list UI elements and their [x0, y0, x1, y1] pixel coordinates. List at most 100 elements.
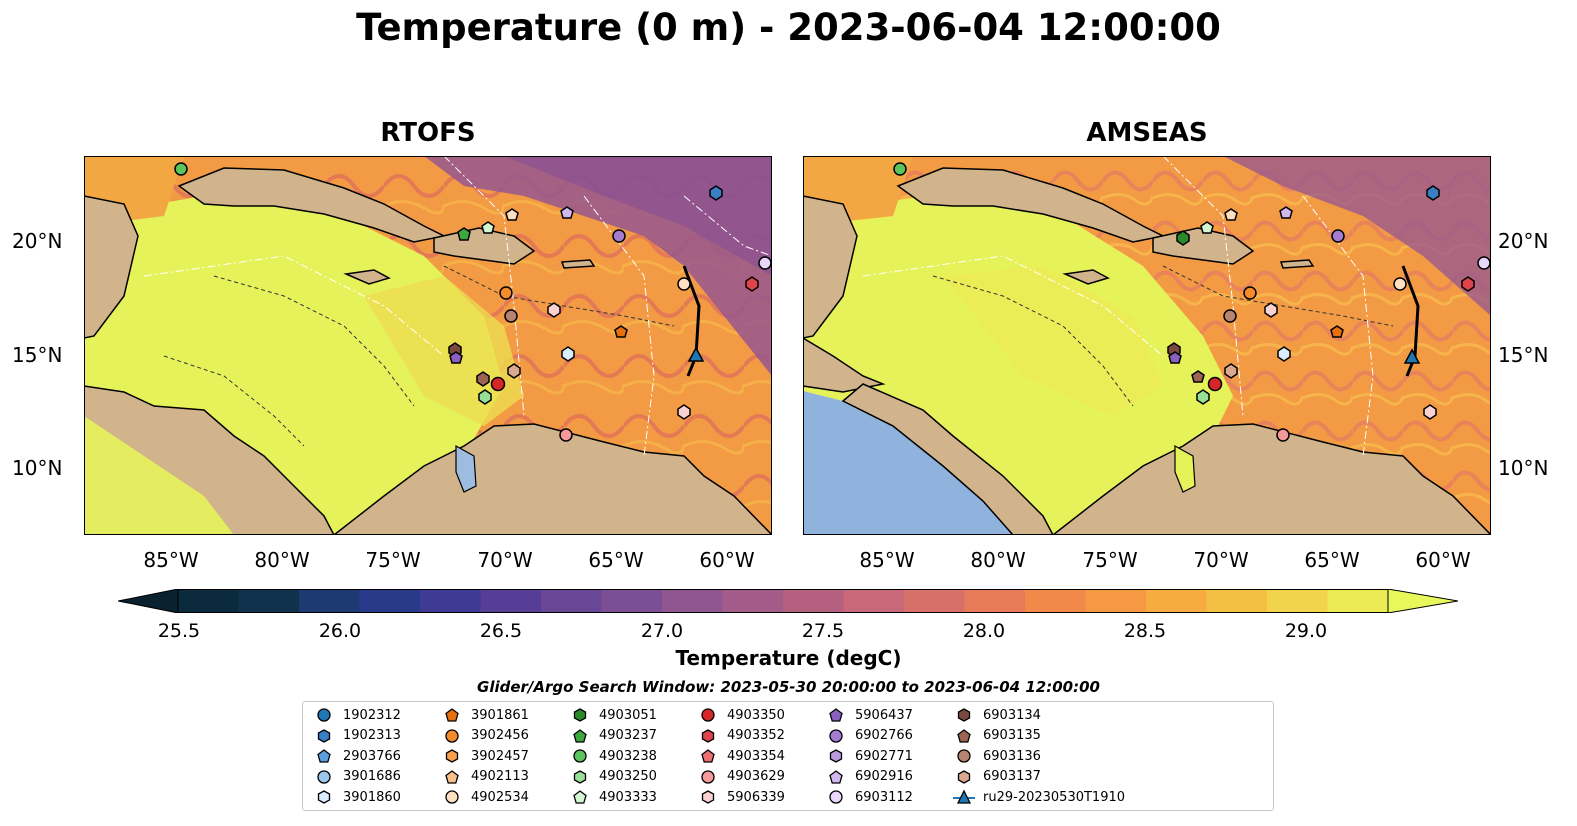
legend-item: 3902456 — [441, 726, 529, 746]
legend-item: 6903137 — [953, 767, 1041, 787]
pentagon-marker-icon — [825, 769, 855, 785]
circle-marker-icon — [953, 748, 983, 764]
circle-marker-icon — [825, 728, 855, 744]
legend-item-label: 4902113 — [471, 769, 529, 785]
legend-item: 4903350 — [697, 705, 785, 725]
hexagon-marker-icon — [441, 748, 471, 764]
lon-label-60w-left: 60°W — [699, 548, 755, 572]
legend-item-label: 4903354 — [727, 748, 785, 764]
lat-label-15n-right: 15°N — [1498, 343, 1549, 367]
legend-item-label: 4903051 — [599, 707, 657, 723]
legend-item-label: 4902534 — [471, 789, 529, 805]
legend-item-label: 4903250 — [599, 769, 657, 785]
legend-item: 4903238 — [569, 746, 657, 766]
circle-marker-icon — [825, 789, 855, 805]
colorbar-segment — [964, 589, 1026, 613]
legend-item: 4902534 — [441, 787, 529, 807]
circle-marker-icon — [697, 769, 727, 785]
pentagon-marker-icon — [953, 728, 983, 744]
legend-item: 6903112 — [825, 787, 913, 807]
legend-item: 4903354 — [697, 746, 785, 766]
pentagon-marker-icon — [441, 707, 471, 723]
legend-item: 3901861 — [441, 705, 529, 725]
legend-item-label: 3901861 — [471, 707, 529, 723]
colorbar-extend-low — [117, 588, 179, 614]
colorbar-segment — [843, 589, 905, 613]
circle-marker-icon — [313, 769, 343, 785]
hexagon-marker-icon — [953, 707, 983, 723]
legend-item-label: 4903237 — [599, 728, 657, 744]
legend-item: 6903134 — [953, 705, 1041, 725]
lon-label-60w-right: 60°W — [1415, 548, 1471, 572]
legend-item-label: 6903135 — [983, 728, 1041, 744]
legend-item-label: 6903112 — [855, 789, 913, 805]
legend-item: 6902766 — [825, 726, 913, 746]
legend-item-label: ru29-20230530T1910 — [983, 789, 1126, 805]
colorbar-tick-28-0: 28.0 — [962, 620, 1006, 642]
colorbar-segment — [662, 589, 723, 613]
circle-marker-icon — [569, 748, 599, 764]
map-panel-rtofs[interactable] — [83, 155, 774, 536]
legend-item-label: 3902456 — [471, 728, 529, 744]
colorbar-tick-27-0: 27.0 — [640, 620, 684, 642]
lat-label-20n-right: 20°N — [1498, 229, 1549, 253]
map-panel-amseas[interactable] — [802, 155, 1493, 536]
legend-item: 6903135 — [953, 726, 1041, 746]
lon-label-65w-right: 65°W — [1304, 548, 1360, 572]
legend-item: 4903333 — [569, 787, 657, 807]
circle-marker-icon — [441, 728, 471, 744]
colorbar-frame — [177, 589, 1389, 613]
legend-item-label: 6902771 — [855, 748, 913, 764]
legend-item-label: 5906339 — [727, 789, 785, 805]
legend-item-label: 4903333 — [599, 789, 657, 805]
colorbar-extend-high — [1387, 588, 1459, 614]
colorbar-tick-29-0: 29.0 — [1284, 620, 1328, 642]
legend-item-label: 3901686 — [343, 769, 401, 785]
legend-item-label: 4903238 — [599, 748, 657, 764]
circle-marker-icon — [441, 789, 471, 805]
hexagon-marker-icon — [569, 707, 599, 723]
legend-item-label: 4903350 — [727, 707, 785, 723]
circle-marker-icon — [313, 707, 343, 723]
colorbar-tick-27-5: 27.5 — [801, 620, 845, 642]
colorbar-tick-26-0: 26.0 — [318, 620, 362, 642]
legend-item: 3901686 — [313, 767, 401, 787]
lon-label-80w-left: 80°W — [254, 548, 310, 572]
lon-label-65w-left: 65°W — [588, 548, 644, 572]
colorbar-segment — [541, 589, 602, 613]
lat-label-15n-left: 15°N — [12, 343, 63, 367]
legend-item-label: 6902916 — [855, 769, 913, 785]
lon-label-70w-left: 70°W — [477, 548, 533, 572]
hexagon-marker-icon — [825, 748, 855, 764]
legend-item-label: 5906437 — [855, 707, 913, 723]
legend-item-label: 6903137 — [983, 769, 1041, 785]
lon-label-75w-left: 75°W — [365, 548, 421, 572]
colorbar-label: Temperature (degC) — [675, 646, 902, 670]
triangle-line-marker-icon — [953, 789, 983, 805]
legend-item-label: 6903134 — [983, 707, 1041, 723]
colorbar-segment — [359, 589, 421, 613]
colorbar-segment — [178, 589, 239, 613]
pentagon-marker-icon — [569, 728, 599, 744]
colorbar-segment — [601, 589, 663, 613]
legend-item-label: 3902457 — [471, 748, 529, 764]
hexagon-marker-icon — [697, 728, 727, 744]
circle-marker-icon — [697, 707, 727, 723]
colorbar-segment — [1327, 589, 1389, 613]
legend-item: 4902113 — [441, 767, 529, 787]
map-rtofs — [83, 155, 774, 536]
legend-item-label: 2903766 — [343, 748, 401, 764]
legend-item: 6902771 — [825, 746, 913, 766]
legend-item: 5906339 — [697, 787, 785, 807]
colorbar-tick-26-5: 26.5 — [479, 620, 523, 642]
map-amseas — [802, 155, 1493, 536]
legend-item: 5906437 — [825, 705, 913, 725]
legend-item-label: 4903352 — [727, 728, 785, 744]
legend-item: 6902916 — [825, 767, 913, 787]
colorbar-segment — [1085, 589, 1147, 613]
hexagon-marker-icon — [569, 769, 599, 785]
legend-item: 1902312 — [313, 705, 401, 725]
hexagon-marker-icon — [697, 789, 727, 805]
lat-label-20n-left: 20°N — [12, 229, 63, 253]
colorbar-tick-28-5: 28.5 — [1123, 620, 1167, 642]
